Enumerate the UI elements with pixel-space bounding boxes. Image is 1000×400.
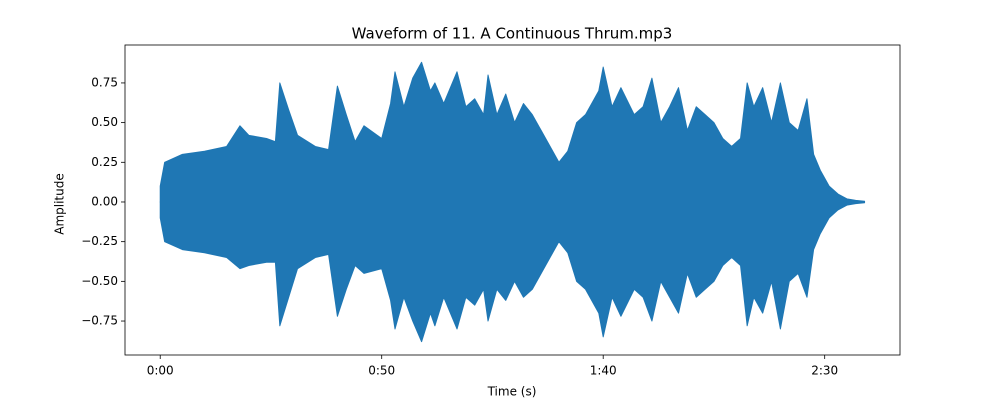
x-tick-label: 1:40 [590, 364, 617, 378]
x-axis-label: Time (s) [487, 385, 537, 399]
y-tick-label: 0.25 [91, 155, 118, 169]
y-tick-label: 0.50 [91, 115, 118, 129]
waveform-upper [159, 61, 866, 203]
chart-title: Waveform of 11. A Continuous Thrum.mp3 [352, 25, 673, 43]
y-tick-label: 0.00 [91, 194, 118, 208]
y-tick-label: 0.75 [91, 75, 118, 89]
y-tick-label: −0.75 [81, 314, 118, 328]
plot-frame [124, 44, 901, 356]
x-tick-label: 0:00 [147, 364, 174, 378]
y-tick-label: −0.50 [81, 274, 118, 288]
waveform-lower [159, 201, 866, 343]
y-axis-label: Amplitude [53, 173, 67, 235]
x-tick-label: 0:50 [368, 364, 395, 378]
y-tick-label: −0.25 [81, 234, 118, 248]
x-tick-label: 2:30 [811, 364, 838, 378]
